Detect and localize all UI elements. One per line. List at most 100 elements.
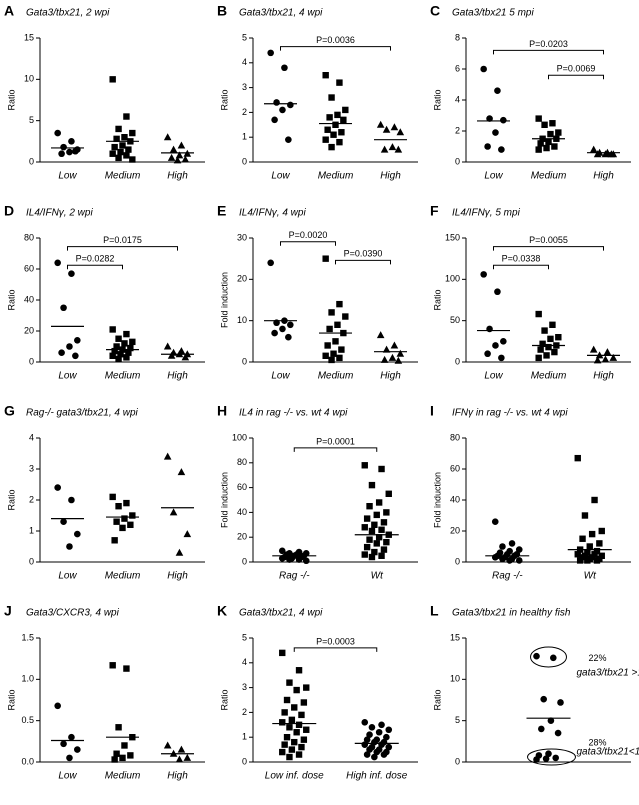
point <box>322 255 328 261</box>
point <box>492 518 499 525</box>
point <box>296 722 302 728</box>
y-tick-label: 2 <box>242 707 247 717</box>
annotation: gata3/tbx21<1 <box>577 747 639 758</box>
point <box>336 139 342 145</box>
y-tick-label: 4 <box>242 657 247 667</box>
point <box>555 334 561 340</box>
y-tick-label: 10 <box>450 674 460 684</box>
point <box>540 696 547 703</box>
x-tick-label: Medium <box>105 371 141 382</box>
point <box>129 130 135 136</box>
point <box>111 537 117 543</box>
point <box>178 746 186 753</box>
point <box>535 311 541 317</box>
panel-letter: C <box>430 3 440 19</box>
point <box>287 322 294 329</box>
y-tick-label: 20 <box>24 325 34 335</box>
point <box>506 557 513 564</box>
point <box>492 554 499 561</box>
y-tick-label: 40 <box>237 507 247 517</box>
bracket <box>68 265 123 269</box>
x-tick-label: Medium <box>531 171 567 182</box>
p-value: P=0.0001 <box>316 436 355 446</box>
point <box>170 146 178 153</box>
point <box>545 139 551 145</box>
point <box>374 540 380 546</box>
point <box>121 515 127 521</box>
x-tick-label: Wt <box>371 571 384 582</box>
y-tick-label: 1 <box>29 525 34 535</box>
x-tick-label: Medium <box>105 771 141 782</box>
x-tick-label: Medium <box>318 171 354 182</box>
point <box>366 536 372 542</box>
y-axis-label: Ratio <box>432 289 442 310</box>
point <box>589 531 595 537</box>
point <box>117 149 123 155</box>
point <box>326 114 332 120</box>
point <box>551 143 557 149</box>
point <box>378 527 384 533</box>
y-tick-label: 2 <box>242 107 247 117</box>
y-axis-label: Ratio <box>6 289 16 310</box>
point <box>328 309 334 315</box>
y-tick-label: 0.0 <box>21 756 34 766</box>
p-value: P=0.0175 <box>103 235 142 245</box>
point <box>285 334 292 341</box>
point <box>286 556 293 563</box>
y-tick-label: 80 <box>237 457 247 467</box>
point <box>336 79 342 85</box>
x-tick-label: Medium <box>318 371 354 382</box>
point <box>293 729 299 735</box>
bracket <box>494 50 604 54</box>
point <box>115 724 121 730</box>
bracket <box>549 75 604 79</box>
y-tick-label: 4 <box>29 432 34 442</box>
point <box>54 702 61 709</box>
point <box>397 350 405 357</box>
point <box>291 704 297 710</box>
y-tick-label: 3 <box>242 82 247 92</box>
y-tick-label: 6 <box>455 63 460 73</box>
y-tick-label: 15 <box>24 32 34 42</box>
point <box>500 117 507 124</box>
point <box>54 484 61 491</box>
y-tick-label: 1 <box>242 132 247 142</box>
point <box>362 524 368 530</box>
point <box>591 497 597 503</box>
p-value: P=0.0069 <box>557 64 596 74</box>
x-tick-label: Low inf. dose <box>265 771 324 782</box>
point <box>303 727 309 733</box>
y-tick-label: 20 <box>237 532 247 542</box>
point <box>60 304 67 311</box>
point <box>111 144 117 150</box>
point <box>516 557 523 564</box>
point <box>330 132 336 138</box>
point <box>328 94 334 100</box>
y-tick-label: 0 <box>455 756 460 766</box>
bracket <box>494 265 549 269</box>
point <box>590 346 598 353</box>
y-axis-label: Ratio <box>6 489 16 510</box>
point <box>332 122 338 128</box>
point <box>383 539 389 545</box>
point <box>538 726 545 733</box>
p-value: P=0.0036 <box>316 35 355 45</box>
y-tick-label: 4 <box>455 94 460 104</box>
point <box>284 734 290 740</box>
point <box>549 322 555 328</box>
point <box>54 260 61 267</box>
point <box>494 87 501 94</box>
y-tick-label: 0 <box>29 556 34 566</box>
y-tick-label: 20 <box>450 525 460 535</box>
x-tick-label: Low <box>58 771 77 782</box>
point <box>361 719 368 726</box>
point <box>338 129 344 135</box>
x-tick-label: High <box>167 571 188 582</box>
point <box>555 129 561 135</box>
point <box>366 503 372 509</box>
y-axis-label: Fold induction <box>219 472 229 528</box>
point <box>184 530 192 537</box>
chart-title: Gata3/tbx21, 2 wpi <box>26 8 110 19</box>
point <box>279 326 286 333</box>
chart-title: Gata3/tbx21 5 mpi <box>452 8 534 19</box>
